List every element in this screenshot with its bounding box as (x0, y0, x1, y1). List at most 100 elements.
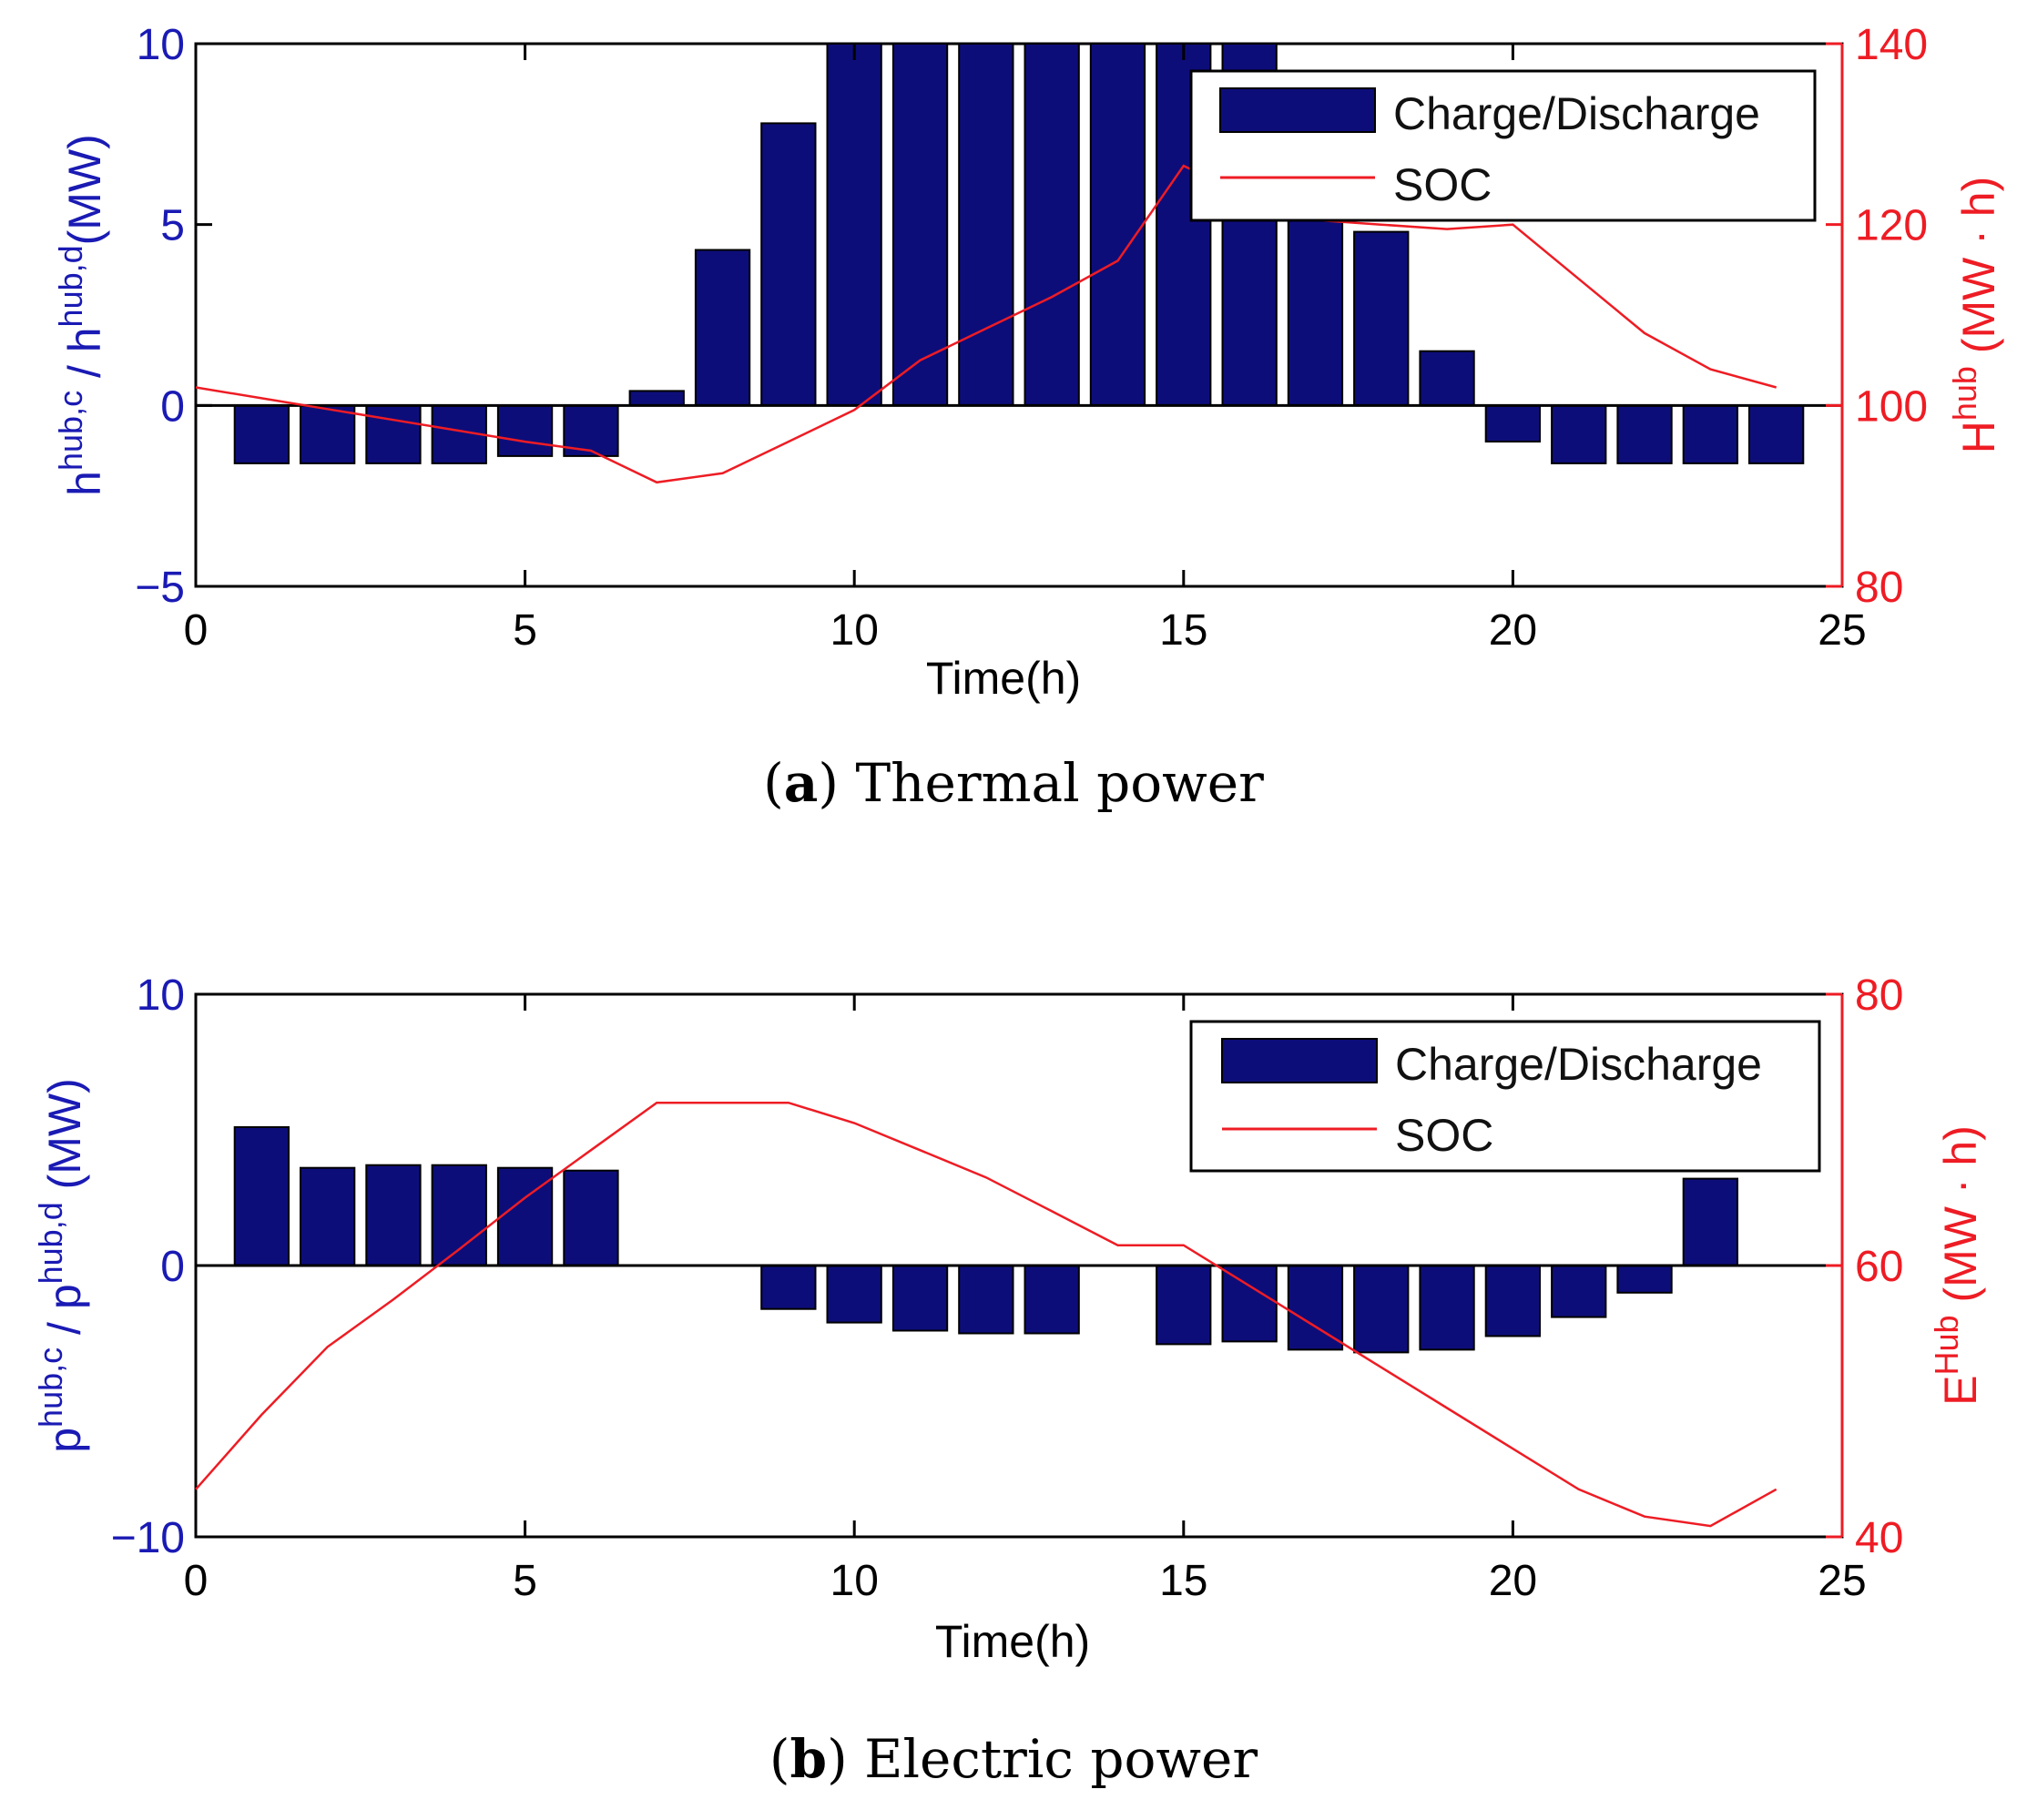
y-label-right-sup: hub (1946, 366, 1983, 421)
y-tick-label-right: 120 (1855, 202, 1928, 250)
x-tick-label: 10 (830, 1557, 879, 1605)
caption-open-paren: ( (763, 752, 784, 814)
bar (233, 404, 290, 464)
y-tick-label-left: −10 (111, 1514, 185, 1562)
y-tick-label-right: 100 (1855, 382, 1928, 431)
bar (233, 1126, 290, 1266)
soc-line (195, 1101, 1777, 1528)
caption-close-paren: ) (827, 1728, 864, 1790)
y-tick-label-left: 0 (160, 382, 185, 431)
legend: Charge/Discharge SOC (1189, 69, 1817, 222)
x-axis-title: Time(h) (926, 653, 1081, 704)
bar-series-charge-discharge (233, 1126, 1738, 1354)
bar (826, 1265, 882, 1324)
x-tick-label: 0 (184, 1557, 209, 1605)
y-tick-label-left: 10 (137, 21, 185, 69)
caption: (a) Thermal power (763, 752, 1264, 814)
y-axis-title-left: hhub,c / hhub,d(MW) (52, 134, 110, 496)
bar (1024, 43, 1080, 407)
x-axis-title: Time(h) (935, 1616, 1090, 1667)
bar (1551, 1265, 1607, 1318)
y-tick-label-right: 80 (1855, 564, 1903, 612)
y-tick-label-left: −5 (135, 564, 185, 612)
legend-soc-label: SOC (1393, 159, 1492, 210)
bar (1484, 1265, 1541, 1337)
y-tick-label-right: 140 (1855, 21, 1928, 69)
bar (694, 249, 751, 407)
bar (365, 1164, 422, 1266)
legend-soc-label: SOC (1395, 1110, 1493, 1161)
y-label-left-unit: (MW) (59, 134, 110, 245)
caption-close-paren: ) (818, 752, 855, 814)
y-tick-label-left: 5 (160, 202, 185, 250)
caption: (b) Electric power (769, 1728, 1258, 1790)
bar (958, 43, 1014, 407)
bar (1156, 1265, 1212, 1346)
bar (300, 404, 356, 464)
bar (891, 1265, 949, 1332)
x-tick-label: 25 (1818, 606, 1866, 655)
y-axis-title-right: EHub (MW · h) (1928, 1125, 1986, 1406)
legend-bar-swatch (1221, 1038, 1378, 1083)
y-tick-label-left: 10 (137, 971, 185, 1020)
y-label-right-sup: Hub (1928, 1315, 1965, 1375)
bar (300, 1166, 356, 1266)
bar (1419, 350, 1475, 407)
caption-open-paren: ( (769, 1728, 790, 1790)
legend-bar-label: Charge/Discharge (1393, 88, 1760, 139)
soc-line (195, 164, 1777, 484)
x-tick-label: 25 (1818, 1557, 1866, 1605)
bar (1616, 404, 1673, 464)
legend-bar-label: Charge/Discharge (1395, 1039, 1762, 1090)
bar (628, 390, 685, 407)
caption-text: Electric power (864, 1728, 1258, 1790)
y-label-right-unit: (MW · h) (1953, 177, 2004, 366)
x-tick-label: 15 (1159, 1557, 1207, 1605)
caption-text: Thermal power (855, 752, 1264, 814)
y-label-right-base: H (1953, 421, 2004, 453)
x-tick-label: 5 (513, 606, 537, 655)
y-tick-label-left: 0 (160, 1243, 185, 1291)
bar (1682, 404, 1738, 464)
x-tick-label: 0 (184, 606, 209, 655)
y-axis-title-left: phub,c / phub,d (MW) (32, 1078, 90, 1453)
bar (1748, 404, 1805, 464)
bar (826, 43, 882, 407)
bar (1616, 1265, 1673, 1294)
bar (365, 404, 422, 464)
bar (1419, 1265, 1475, 1351)
x-tick-label: 20 (1489, 606, 1537, 655)
y-tick-label-right: 60 (1855, 1243, 1903, 1291)
y-label-right-base: E (1935, 1375, 1986, 1405)
y-label-left-mid: / p (39, 1284, 90, 1347)
bar (1221, 1265, 1278, 1343)
bar (1551, 404, 1607, 464)
y-label-left-sup2: hub,d (52, 245, 89, 327)
y-axis-title-right: Hhub (MW · h) (1946, 177, 2004, 453)
legend: Charge/Discharge SOC (1189, 1020, 1821, 1173)
bar (760, 122, 817, 407)
y-tick-label-right: 40 (1855, 1514, 1903, 1562)
bar (760, 1265, 817, 1310)
x-tick-label: 10 (830, 606, 879, 655)
y-label-left-sup1: hub,c (32, 1347, 69, 1428)
y-label-left-mid: / h (59, 327, 110, 390)
y-label-left-sym1: h (59, 471, 110, 496)
y-label-left-sup2: hub,d (32, 1202, 69, 1284)
bar (1287, 205, 1344, 407)
bar (1353, 1265, 1410, 1354)
bar (496, 404, 554, 457)
caption-letter: a (784, 752, 819, 814)
x-tick-label: 5 (513, 1557, 537, 1605)
y-label-left-sym1: p (39, 1428, 90, 1453)
bar (958, 1265, 1014, 1335)
y-label-right-unit: (MW · h) (1935, 1125, 1986, 1315)
y-label-left-unit: (MW) (39, 1078, 90, 1202)
bar (563, 1169, 619, 1266)
bar (1287, 1265, 1344, 1351)
